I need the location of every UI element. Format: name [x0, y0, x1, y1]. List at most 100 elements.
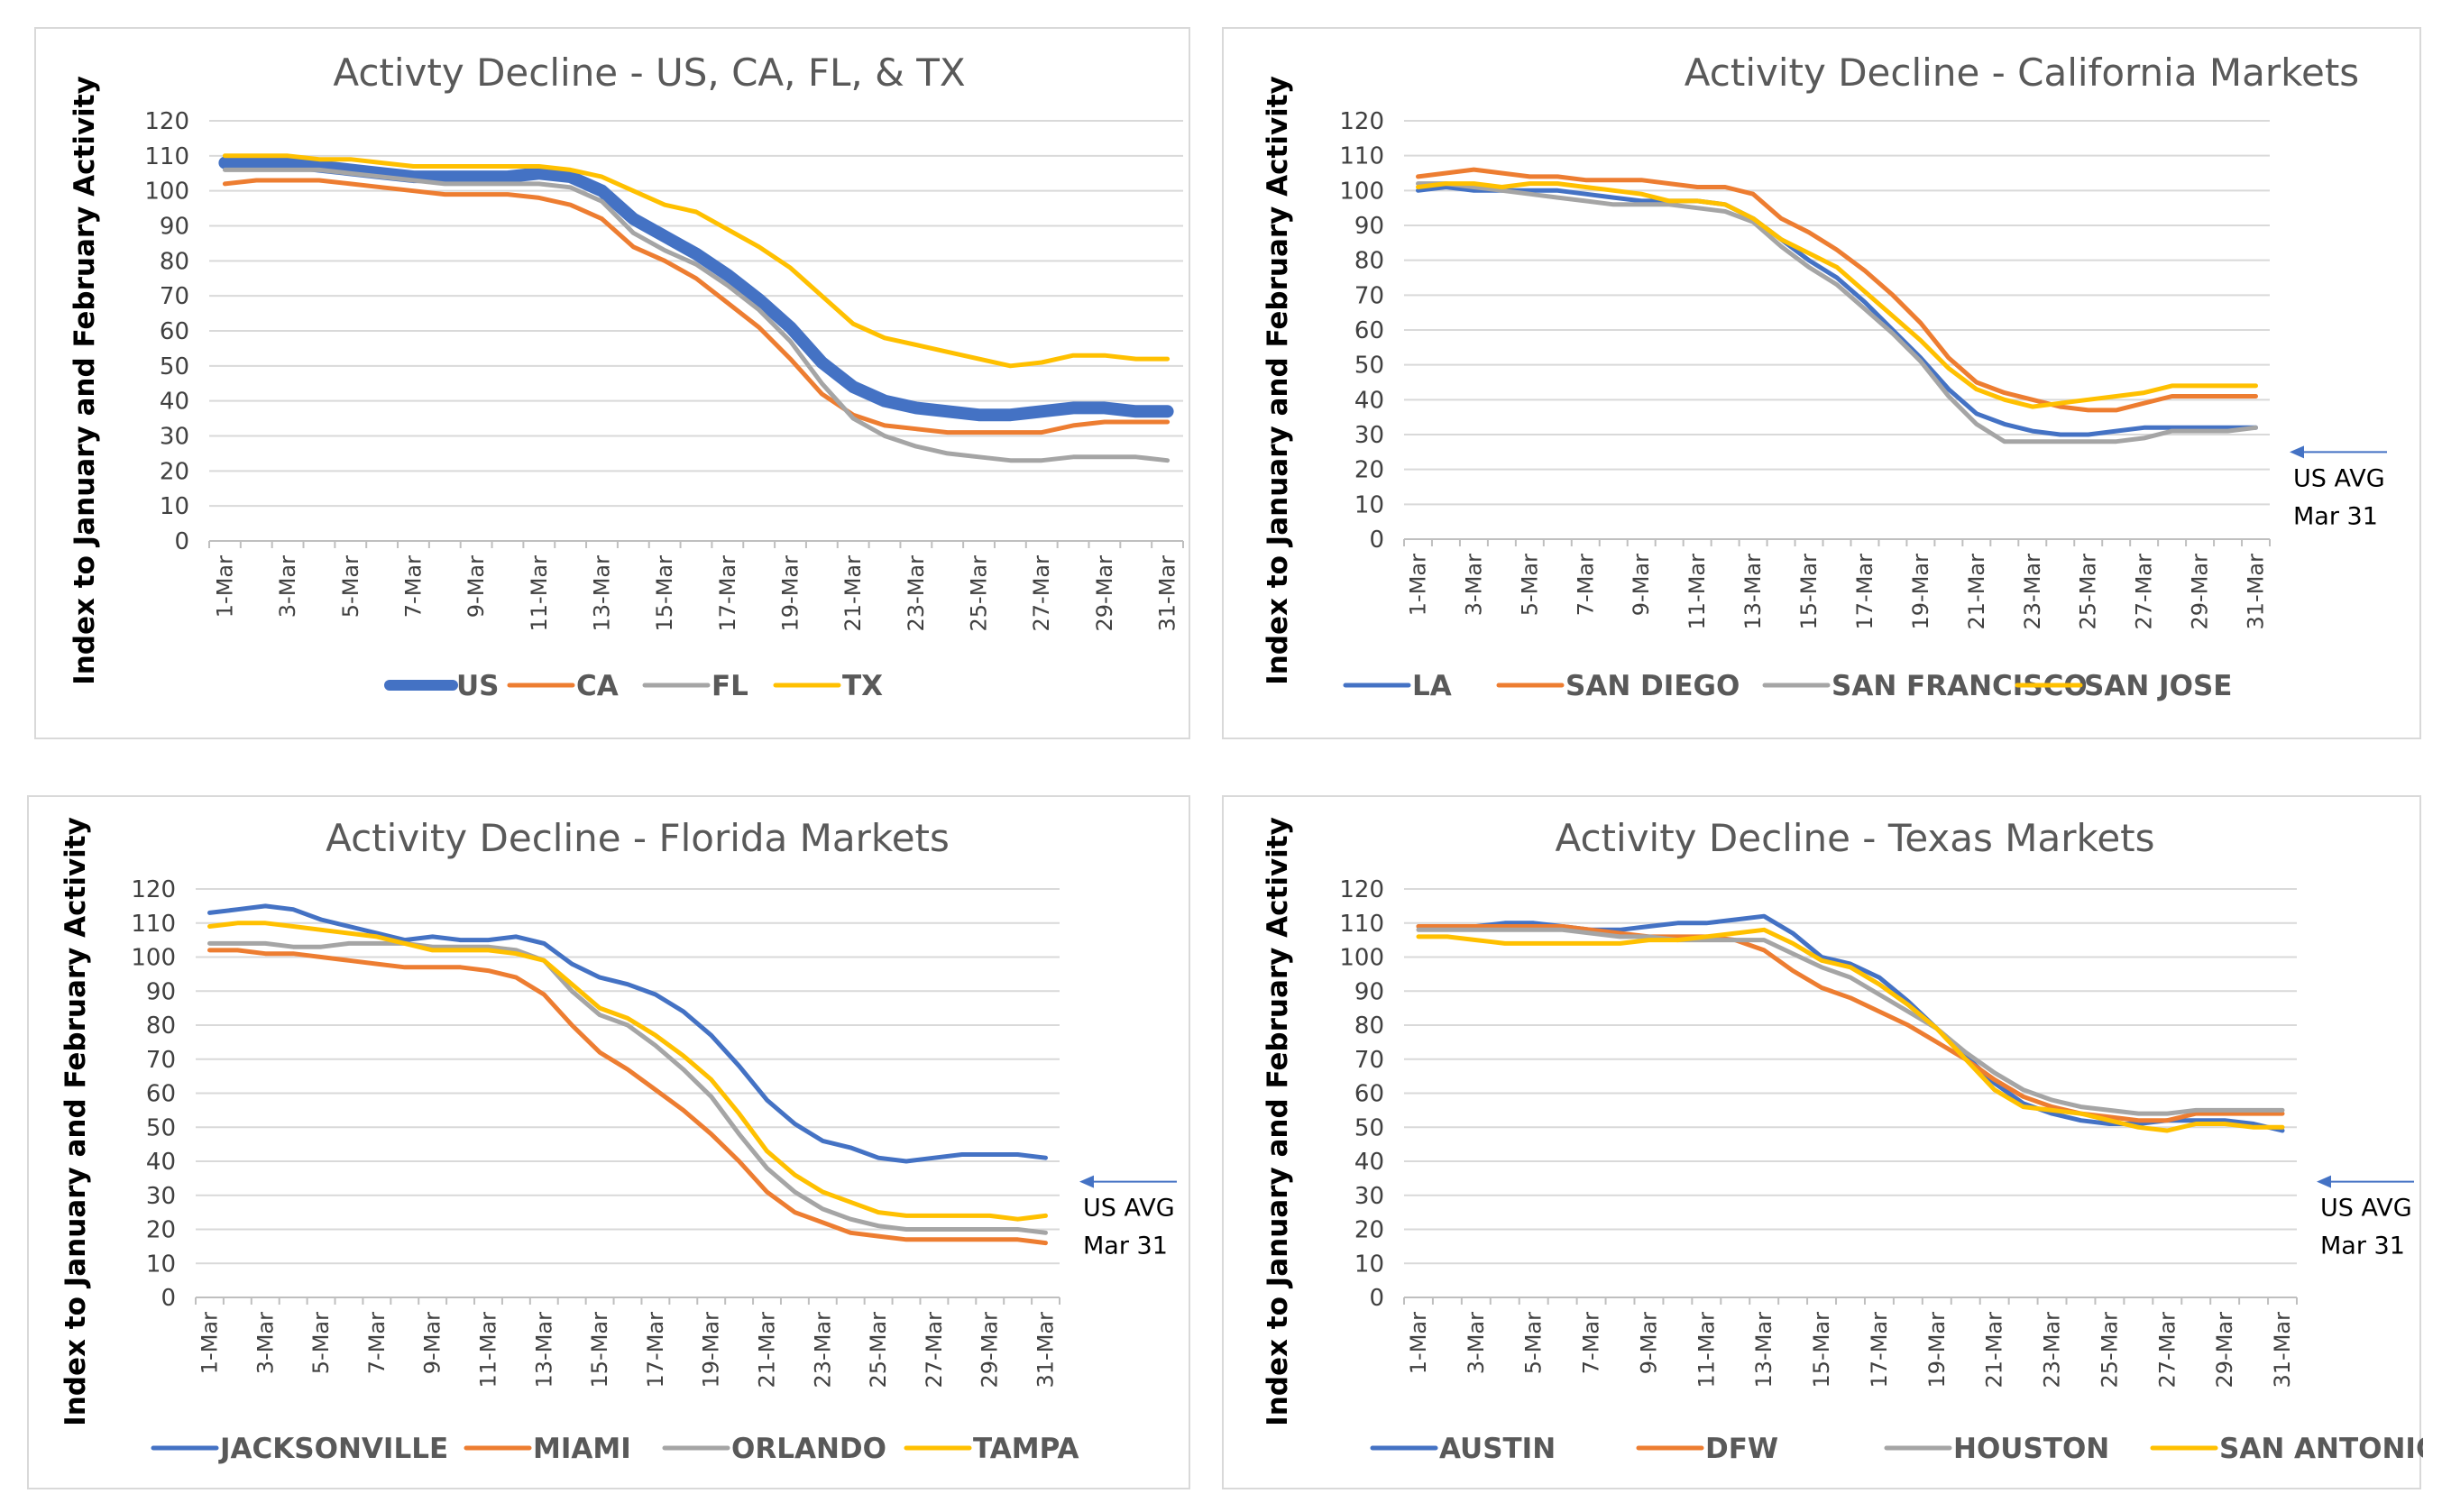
- y-tick-label: 90: [146, 978, 176, 1005]
- chart-panel-texas: Activity Decline - Texas Markets Index to…: [1222, 795, 2423, 1489]
- legend-label-tampa: TAMPA: [973, 1433, 1079, 1465]
- series-line-san-jose: [1416, 181, 2258, 409]
- y-tick-label: 60: [146, 1081, 176, 1108]
- x-tick-label: 3-Mar: [1464, 1312, 1489, 1374]
- y-tick-label: 80: [160, 248, 189, 275]
- x-tick-label: 21-Mar: [1982, 1312, 2007, 1388]
- legend-label-tx: TX: [842, 670, 883, 702]
- x-tick-label: 15-Mar: [1796, 554, 1822, 630]
- x-tick-label: 13-Mar: [1751, 1312, 1776, 1388]
- x-tick-label: 11-Mar: [1685, 554, 1710, 630]
- y-tick-label: 40: [146, 1149, 176, 1176]
- y-tick-label: 20: [160, 458, 189, 485]
- x-tick-label: 19-Mar: [699, 1312, 724, 1388]
- legend-label-orlando: ORLANDO: [731, 1433, 886, 1465]
- y-tick-label: 110: [131, 911, 176, 938]
- x-tick-label: 7-Mar: [1573, 554, 1598, 616]
- legend-label-jacksonville: JACKSONVILLE: [218, 1433, 448, 1465]
- x-tick-label: 17-Mar: [643, 1312, 668, 1388]
- chart-title: Activity Decline - California Markets: [1685, 50, 2359, 95]
- x-tick-label: 15-Mar: [587, 1312, 612, 1388]
- y-axis-label: Index to January and February Activity: [1262, 76, 1294, 685]
- legend-label-us: US: [456, 670, 500, 702]
- y-tick-label: 120: [144, 108, 189, 135]
- x-tick-label: 29-Mar: [2188, 554, 2213, 630]
- y-tick-label: 10: [160, 493, 189, 520]
- y-tick-label: 60: [160, 318, 189, 345]
- legend-label-san-jose: SAN JOSE: [2084, 670, 2232, 702]
- x-tick-label: 13-Mar: [589, 555, 614, 632]
- series-line-tx: [222, 153, 1171, 369]
- x-tick-label: 3-Mar: [252, 1312, 278, 1374]
- y-tick-label: 70: [1354, 282, 1384, 309]
- x-tick-label: 25-Mar: [967, 555, 992, 632]
- x-tick-label: 11-Mar: [475, 1312, 500, 1388]
- x-tick-label: 3-Mar: [1461, 554, 1486, 616]
- x-tick-label: 29-Mar: [2212, 1312, 2237, 1388]
- x-tick-label: 31-Mar: [1155, 555, 1180, 632]
- y-tick-label: 0: [174, 528, 189, 555]
- y-tick-label: 120: [1339, 108, 1384, 135]
- series-line-jacksonville: [207, 903, 1048, 1164]
- y-tick-label: 0: [1369, 1285, 1384, 1312]
- x-tick-label: 5-Mar: [308, 1312, 334, 1374]
- x-tick-label: 31-Mar: [2270, 1312, 2295, 1388]
- x-tick-label: 17-Mar: [1867, 1312, 1892, 1388]
- chart-title: Activty Decline - US, CA, FL, & TX: [333, 50, 965, 95]
- y-tick-label: 40: [1354, 387, 1384, 414]
- annotation-date: Mar 31: [2320, 1233, 2405, 1260]
- x-tick-label: 23-Mar: [810, 1312, 835, 1388]
- x-tick-label: 23-Mar: [2020, 554, 2045, 630]
- x-tick-label: 9-Mar: [1629, 554, 1654, 616]
- x-tick-label: 27-Mar: [922, 1312, 947, 1388]
- x-tick-label: 7-Mar: [400, 555, 426, 618]
- y-tick-label: 100: [1339, 178, 1384, 205]
- chart-panel-california: Activity Decline - California Markets Ind…: [1222, 27, 2421, 739]
- y-tick-label: 120: [131, 876, 176, 903]
- chart-svg: Activity Decline - California Markets Ind…: [1262, 50, 2387, 702]
- x-tick-label: 7-Mar: [364, 1312, 390, 1374]
- series-line-la: [1416, 185, 2258, 437]
- series-line-ca: [222, 178, 1171, 435]
- x-tick-label: 3-Mar: [275, 555, 300, 618]
- annotation-label: US AVG: [2293, 464, 2385, 492]
- chart-panel-us: Activty Decline - US, CA, FL, & TX Index …: [34, 27, 1190, 739]
- x-tick-label: 27-Mar: [1029, 555, 1054, 632]
- x-tick-label: 21-Mar: [840, 555, 866, 632]
- y-tick-label: 30: [1354, 422, 1384, 449]
- y-tick-label: 110: [144, 143, 189, 170]
- x-tick-label: 5-Mar: [1521, 1312, 1547, 1374]
- annotation-date: Mar 31: [2293, 502, 2378, 530]
- x-tick-label: 27-Mar: [2154, 1312, 2180, 1388]
- legend-label-miami: MIAMI: [533, 1433, 631, 1465]
- y-axis-label: Index to January and February Activity: [1262, 817, 1294, 1426]
- x-tick-label: 25-Mar: [866, 1312, 891, 1388]
- legend-label-austin: AUSTIN: [1439, 1433, 1556, 1465]
- x-tick-label: 13-Mar: [1740, 554, 1766, 630]
- series-line-austin: [1416, 913, 2285, 1133]
- x-tick-label: 11-Mar: [1694, 1312, 1719, 1388]
- y-tick-label: 110: [1339, 143, 1384, 170]
- annotation-label: US AVG: [1083, 1195, 1175, 1223]
- series-line-houston: [1416, 927, 2285, 1116]
- annotation-arrowhead: [2317, 1175, 2331, 1188]
- y-tick-label: 20: [1354, 457, 1384, 484]
- y-tick-label: 10: [1354, 1251, 1384, 1278]
- x-tick-label: 29-Mar: [1092, 555, 1117, 632]
- y-tick-label: 80: [1354, 1013, 1384, 1040]
- series-line-fl: [222, 167, 1171, 463]
- x-tick-label: 13-Mar: [531, 1312, 556, 1388]
- x-tick-label: 31-Mar: [1033, 1312, 1059, 1388]
- legend-label-fl: FL: [711, 670, 748, 702]
- series-line-san-antonio: [1416, 927, 2285, 1133]
- y-tick-label: 100: [131, 945, 176, 972]
- x-tick-label: 1-Mar: [197, 1312, 222, 1374]
- y-tick-label: 30: [146, 1183, 176, 1210]
- x-tick-label: 5-Mar: [1517, 554, 1542, 616]
- y-tick-label: 0: [161, 1285, 176, 1312]
- y-tick-label: 70: [160, 283, 189, 310]
- annotation-arrowhead: [1079, 1175, 1094, 1188]
- x-tick-label: 1-Mar: [1405, 554, 1430, 616]
- x-tick-label: 19-Mar: [1908, 554, 1933, 630]
- x-tick-label: 17-Mar: [1852, 554, 1877, 630]
